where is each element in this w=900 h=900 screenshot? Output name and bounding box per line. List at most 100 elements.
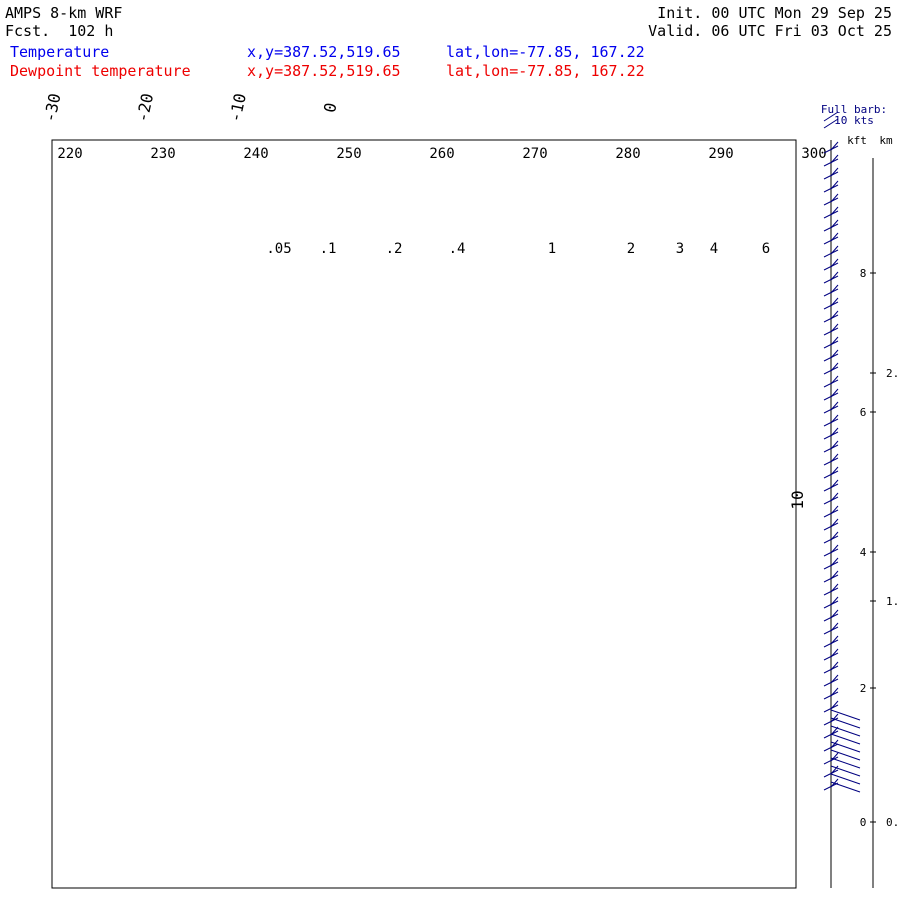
wind-barb xyxy=(823,284,839,297)
wind-barb xyxy=(823,206,839,219)
wind-barb xyxy=(823,349,839,362)
wind-barb xyxy=(823,466,839,479)
wind-barb xyxy=(823,596,839,609)
barb-flag xyxy=(823,522,839,531)
temperature-latlon: lat,lon=-77.85, 167.22 xyxy=(446,43,645,61)
barb-flag xyxy=(823,691,839,700)
plot-frame xyxy=(51,139,797,889)
barb-flag xyxy=(823,756,839,765)
wind-barb xyxy=(823,661,839,674)
km-tick-1: 1. xyxy=(886,595,899,608)
mixing-ratio-label: .4 xyxy=(449,241,466,257)
side-label: 10 xyxy=(788,490,807,509)
barb-flag xyxy=(823,184,839,193)
temperature-tick-label: -30 xyxy=(40,92,65,124)
barb-flag xyxy=(823,418,839,427)
wind-barb xyxy=(823,336,839,349)
mixing-ratio-label: .2 xyxy=(386,241,403,257)
wind-barb xyxy=(823,752,839,765)
valid-time: Valid. 06 UTC Fri 03 Oct 25 xyxy=(648,22,892,40)
barb-flag xyxy=(823,535,839,544)
wind-barb xyxy=(823,570,839,583)
km-label: km xyxy=(879,134,893,147)
barb-flag xyxy=(823,587,839,596)
km-tick-0: 0. xyxy=(886,816,899,829)
wind-barb xyxy=(823,362,839,375)
wind-barb xyxy=(823,453,839,466)
theta-label: 250 xyxy=(336,146,361,162)
wind-barb xyxy=(823,258,839,271)
wind-barb xyxy=(823,193,839,206)
barb-flag xyxy=(823,158,839,167)
kft-tick-8: 8 xyxy=(860,267,867,280)
barb-flag xyxy=(823,769,839,778)
wind-barb xyxy=(823,739,839,752)
wind-barb-low xyxy=(830,773,861,785)
theta-label: 260 xyxy=(429,146,454,162)
barb-flag xyxy=(823,782,839,791)
axis-labels: 7008009001000-70-60-50-40-30-20-10022023… xyxy=(40,92,827,257)
barb-flag xyxy=(823,301,839,310)
wind-barb xyxy=(823,557,839,570)
barb-flag xyxy=(823,470,839,479)
model-title: AMPS 8-km WRF xyxy=(5,4,123,22)
mixing-ratio-label: .1 xyxy=(320,241,337,257)
init-time: Init. 00 UTC Mon 29 Sep 25 xyxy=(657,4,892,22)
wind-barb xyxy=(823,167,839,180)
barb-flag xyxy=(823,249,839,258)
barb-flag xyxy=(823,704,839,713)
kft-tick-2: 2 xyxy=(860,682,867,695)
mixing-ratio-label: 2 xyxy=(627,241,635,257)
barb-flag xyxy=(823,457,839,466)
wind-barb xyxy=(823,310,839,323)
wind-barb xyxy=(823,440,839,453)
dewpoint-xy: x,y=387.52,519.65 xyxy=(247,62,401,80)
barb-flag xyxy=(823,327,839,336)
wind-barb xyxy=(823,765,839,778)
barb-flag xyxy=(823,444,839,453)
barb-flag xyxy=(823,613,839,622)
barb-flag xyxy=(823,626,839,635)
wind-barb xyxy=(823,609,839,622)
kft-tick-0: 0 xyxy=(860,816,867,829)
barb-flag xyxy=(823,210,839,219)
barb-flag xyxy=(823,379,839,388)
wind-barb-low xyxy=(830,725,861,737)
barb-flag xyxy=(823,561,839,570)
wind-barb-low xyxy=(830,757,861,769)
barb-flag xyxy=(823,483,839,492)
wind-barb-low xyxy=(830,741,861,753)
wind-barb-low xyxy=(830,765,861,777)
kft-label: kft xyxy=(847,134,867,147)
barb-flag xyxy=(823,392,839,401)
kft-tick-4: 4 xyxy=(860,546,867,559)
wind-barb xyxy=(823,479,839,492)
wind-barb xyxy=(823,518,839,531)
kft-tick-6: 6 xyxy=(860,406,867,419)
barb-legend-line2: 10 kts xyxy=(834,114,874,127)
km-tick-2: 2. xyxy=(886,367,899,380)
wind-barb-low xyxy=(830,733,861,745)
legend-barb xyxy=(823,111,839,122)
barb-flag xyxy=(823,665,839,674)
wind-barb xyxy=(823,635,839,648)
barb-flag xyxy=(823,145,839,154)
temperature-tick-label: -10 xyxy=(225,92,250,124)
dewpoint-legend: Dewpoint temperature xyxy=(10,62,191,80)
wind-barb-low xyxy=(830,749,861,761)
dewpoint-latlon: lat,lon=-77.85, 167.22 xyxy=(446,62,645,80)
barb-flag xyxy=(823,652,839,661)
barb-flag xyxy=(823,288,839,297)
barb-flag xyxy=(823,340,839,349)
wind-barb xyxy=(823,375,839,388)
wind-barb xyxy=(823,232,839,245)
barb-flag xyxy=(823,366,839,375)
barb-flag xyxy=(823,600,839,609)
wind-barb xyxy=(823,531,839,544)
mixing-ratio-label: 3 xyxy=(676,241,684,257)
mixing-ratio-label: .05 xyxy=(266,241,291,257)
barb-flag xyxy=(823,431,839,440)
wind-barb xyxy=(823,401,839,414)
forecast-hour: Fcst. 102 h xyxy=(5,22,114,40)
theta-label: 240 xyxy=(243,146,268,162)
